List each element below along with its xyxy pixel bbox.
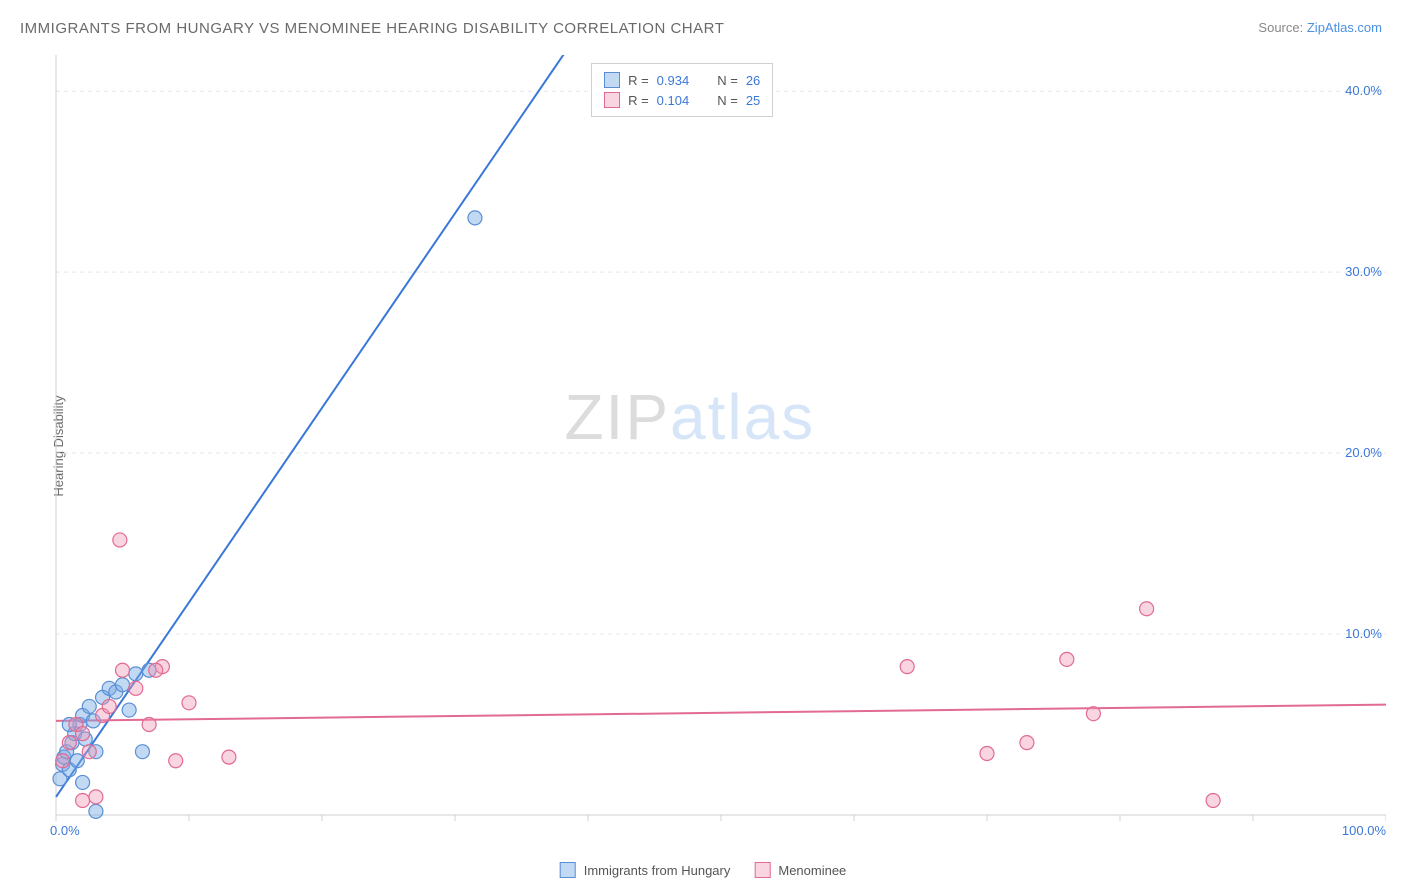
point-menominee [169, 754, 183, 768]
point-menominee [82, 745, 96, 759]
point-hungary [89, 804, 103, 818]
legend-label: Menominee [778, 863, 846, 878]
point-menominee [76, 727, 90, 741]
legend-row-menominee: R = 0.104 N = 25 [604, 90, 760, 110]
point-hungary [122, 703, 136, 717]
point-menominee [113, 533, 127, 547]
legend-item-hungary: Immigrants from Hungary [560, 862, 731, 878]
point-hungary [129, 667, 143, 681]
point-menominee [1140, 602, 1154, 616]
point-menominee [142, 718, 156, 732]
y-tick-label: 10.0% [1345, 626, 1382, 641]
point-menominee [76, 794, 90, 808]
source-label: Source: [1258, 20, 1303, 35]
legend-r-label: R = [628, 93, 649, 108]
legend-r-value: 0.104 [657, 93, 690, 108]
point-menominee [900, 660, 914, 674]
point-menominee [1060, 652, 1074, 666]
series-legend: Immigrants from Hungary Menominee [560, 862, 847, 878]
point-hungary [468, 211, 482, 225]
correlation-legend: R = 0.934 N = 26 R = 0.104 N = 25 [591, 63, 773, 117]
legend-label: Immigrants from Hungary [584, 863, 731, 878]
point-menominee [89, 790, 103, 804]
point-menominee [56, 754, 70, 768]
point-hungary [82, 699, 96, 713]
y-tick-label: 20.0% [1345, 445, 1382, 460]
point-menominee [129, 681, 143, 695]
point-menominee [222, 750, 236, 764]
point-menominee [1020, 736, 1034, 750]
chart-canvas [50, 55, 1386, 842]
swatch-hungary [560, 862, 576, 878]
x-tick-label: 100.0% [1336, 823, 1386, 838]
legend-r-label: R = [628, 73, 649, 88]
y-tick-label: 30.0% [1345, 264, 1382, 279]
point-menominee [182, 696, 196, 710]
point-menominee [149, 663, 163, 677]
point-hungary [70, 754, 84, 768]
swatch-menominee [754, 862, 770, 878]
page-title: IMMIGRANTS FROM HUNGARY VS MENOMINEE HEA… [20, 20, 724, 37]
trendline-menominee [56, 705, 1386, 721]
point-menominee [1086, 707, 1100, 721]
legend-row-hungary: R = 0.934 N = 26 [604, 70, 760, 90]
source-attribution: Source: ZipAtlas.com [1258, 20, 1382, 35]
point-menominee [102, 699, 116, 713]
legend-n-label: N = [717, 93, 738, 108]
legend-n-label: N = [717, 73, 738, 88]
swatch-hungary [604, 72, 620, 88]
legend-n-value: 26 [746, 73, 760, 88]
legend-n-value: 25 [746, 93, 760, 108]
point-menominee [116, 663, 130, 677]
y-tick-label: 40.0% [1345, 83, 1382, 98]
point-hungary [76, 775, 90, 789]
swatch-menominee [604, 92, 620, 108]
point-menominee [980, 746, 994, 760]
point-hungary [116, 678, 130, 692]
legend-r-value: 0.934 [657, 73, 690, 88]
legend-item-menominee: Menominee [754, 862, 846, 878]
point-hungary [135, 745, 149, 759]
point-menominee [1206, 794, 1220, 808]
point-menominee [62, 736, 76, 750]
scatter-chart: ZIPatlas R =0.934N =26R =0.104N =25 10.0… [50, 55, 1386, 842]
x-tick-label: 0.0% [50, 823, 80, 838]
source-link[interactable]: ZipAtlas.com [1307, 20, 1382, 35]
